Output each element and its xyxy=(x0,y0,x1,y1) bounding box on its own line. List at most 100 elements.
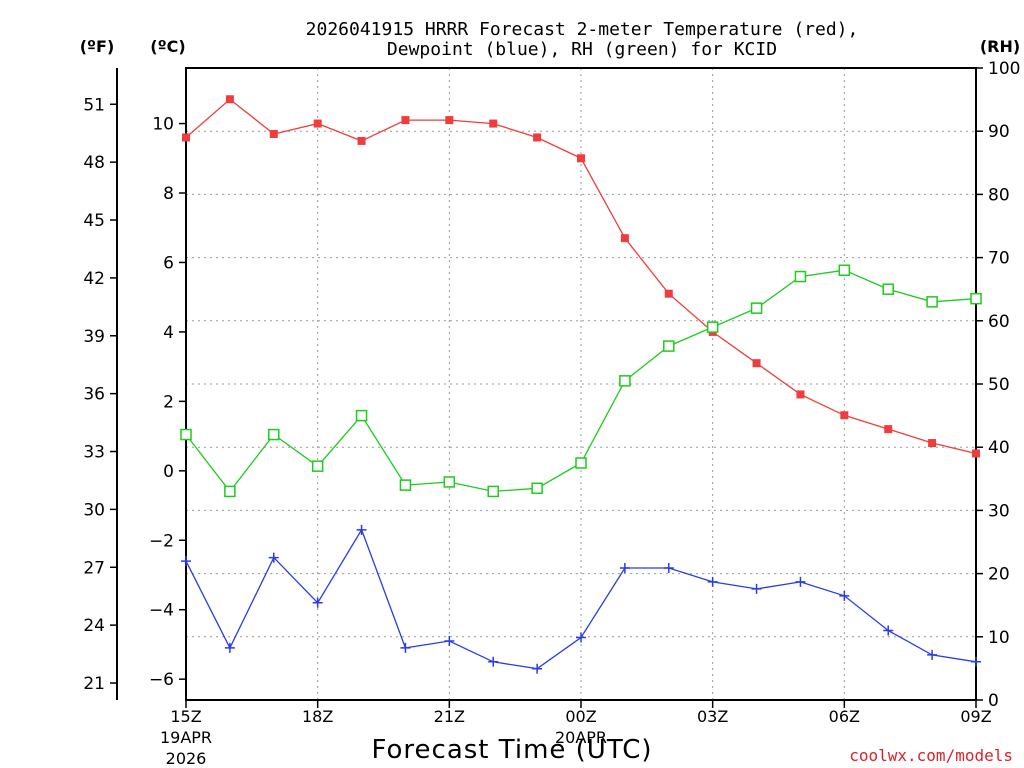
dewpoint-point xyxy=(971,656,981,667)
2-meter-temperature-point xyxy=(577,154,585,163)
relative-humidity-point xyxy=(355,409,368,422)
rh-tick-label: 60 xyxy=(988,312,1010,332)
series-2-meter-temperature xyxy=(182,95,980,458)
2-meter-temperature-point xyxy=(357,136,366,145)
relative-humidity-point xyxy=(706,321,719,333)
2-meter-temperature-point xyxy=(884,425,893,434)
celsius-tick-label: −4 xyxy=(149,601,174,621)
rh-tick-label: 10 xyxy=(988,628,1010,648)
fahrenheit-tick-label: 21 xyxy=(83,674,105,694)
fahrenheit-unit-label: (ºF) xyxy=(80,37,115,56)
fahrenheit-tick-label: 45 xyxy=(83,211,105,231)
relative-humidity-point xyxy=(180,428,192,441)
relative-humidity-point xyxy=(794,270,807,283)
fahrenheit-tick-label: 30 xyxy=(83,500,105,520)
rh-tick-label: 40 xyxy=(988,438,1010,458)
dewpoint-point xyxy=(576,632,586,643)
celsius-tick-label: 6 xyxy=(163,253,174,273)
dewpoint-point xyxy=(444,635,455,646)
dewpoint-point xyxy=(883,625,894,636)
relative-humidity-point xyxy=(311,460,324,472)
dewpoint-point xyxy=(532,663,543,674)
2-meter-temperature-point xyxy=(313,119,322,128)
dewpoint-point xyxy=(795,576,806,587)
fahrenheit-tick-label: 51 xyxy=(83,95,105,115)
rh-tick-label: 30 xyxy=(988,501,1010,521)
rh-tick-label: 100 xyxy=(988,59,1020,79)
rh-unit-label: (RH) xyxy=(980,37,1020,56)
relative-humidity-point xyxy=(619,375,631,387)
celsius-tick-label: 0 xyxy=(163,462,174,482)
relative-humidity-point xyxy=(443,476,456,488)
rh-tick-label: 70 xyxy=(988,249,1010,269)
2-meter-temperature-point xyxy=(620,234,629,243)
x-year-label: 2026 xyxy=(166,749,207,768)
relative-humidity-point xyxy=(663,340,675,352)
rh-tick-label: 50 xyxy=(988,375,1010,395)
celsius-tick-label: −6 xyxy=(149,670,174,690)
2-meter-temperature-point xyxy=(489,119,498,128)
relative-humidity-point xyxy=(531,482,543,495)
relative-humidity-point xyxy=(575,457,587,469)
relative-humidity-point xyxy=(487,485,499,498)
dewpoint-point xyxy=(707,576,718,587)
x-tick-label: 06Z xyxy=(829,707,860,726)
series-layer xyxy=(180,95,982,674)
plot-frame xyxy=(185,67,977,701)
fahrenheit-tick-label: 48 xyxy=(83,153,105,173)
x-tick-label: 15Z xyxy=(170,707,201,726)
x-axis: 15Z 19APR 2026 18Z 21Z 00Z 20APR 03Z 06Z 09Z xyxy=(160,700,992,768)
x-tick-label: 18Z xyxy=(302,707,333,726)
rh-tick-label: 0 xyxy=(988,691,999,711)
x-tick-label: 03Z xyxy=(697,707,728,726)
fahrenheit-tick-label: 36 xyxy=(83,385,105,405)
rh-tick-label: 80 xyxy=(988,185,1010,205)
series-relative-humidity xyxy=(180,264,982,498)
x-tick-label: 00Z xyxy=(565,707,596,726)
relative-humidity-point xyxy=(268,428,280,441)
celsius-tick-label: 4 xyxy=(163,323,174,343)
fahrenheit-tick-label: 33 xyxy=(83,443,105,463)
celsius-axis: −6 −4 −2 0 2 4 6 8 10 xyxy=(149,115,186,690)
dewpoint-point xyxy=(400,642,411,653)
celsius-tick-label: 8 xyxy=(163,184,174,204)
celsius-tick-label: −2 xyxy=(149,531,174,551)
dewpoint-point xyxy=(181,556,191,567)
fahrenheit-tick-label: 39 xyxy=(83,327,105,347)
relative-humidity-point xyxy=(399,479,412,491)
2-meter-temperature-point xyxy=(752,359,761,368)
2-meter-temperature-point xyxy=(840,411,849,420)
gridlines xyxy=(186,68,976,700)
celsius-unit-label: (ºC) xyxy=(150,37,185,56)
dewpoint-point xyxy=(619,563,630,574)
chart-title-line-1: 2026041915 HRRR Forecast 2-meter Tempera… xyxy=(306,19,859,40)
dewpoint-point xyxy=(268,552,279,563)
dewpoint-line xyxy=(185,528,977,670)
celsius-tick-label: 2 xyxy=(163,392,174,412)
2-meter-temperature-point xyxy=(928,439,937,448)
x-tick-label: 09Z xyxy=(960,707,991,726)
rh-tick-label: 20 xyxy=(988,565,1010,585)
x-axis-label: Forecast Time (UTC) xyxy=(371,735,652,765)
2-meter-temperature-point xyxy=(445,116,454,125)
fahrenheit-tick-label: 24 xyxy=(83,616,105,636)
relative-humidity-point xyxy=(926,296,938,308)
x-tick-label: 21Z xyxy=(434,707,465,726)
relative-humidity-point xyxy=(750,302,763,314)
2-meter-temperature-point xyxy=(796,390,805,399)
2-meter-temperature-point xyxy=(225,95,234,104)
x-date-label: 19APR xyxy=(160,728,212,747)
dewpoint-point xyxy=(488,656,499,667)
2-meter-temperature-point xyxy=(182,133,190,142)
relative-humidity-point xyxy=(224,485,236,498)
x-date-label: 20APR xyxy=(555,728,607,747)
relative-humidity-point xyxy=(882,283,894,295)
dewpoint-point xyxy=(663,563,674,574)
fahrenheit-tick-label: 27 xyxy=(83,558,105,578)
2-meter-temperature-point xyxy=(533,133,542,142)
chart-title-line-2: Dewpoint (blue), RH (green) for KCID xyxy=(387,39,777,60)
celsius-tick-label: 10 xyxy=(152,115,174,135)
rh-tick-label: 90 xyxy=(988,122,1010,142)
2-meter-temperature-point xyxy=(401,116,410,125)
